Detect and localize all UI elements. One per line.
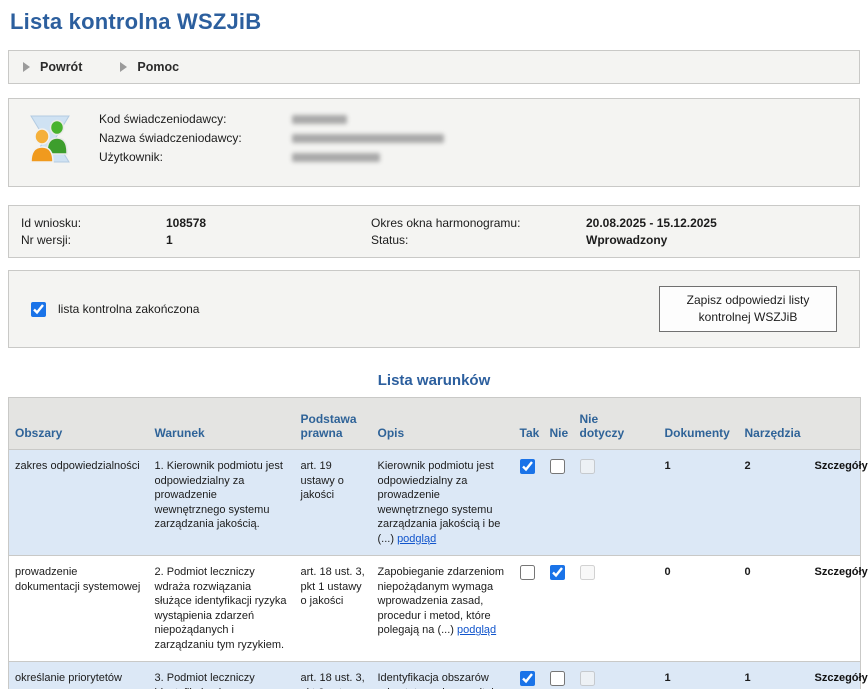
tak-checkbox[interactable]: [519, 671, 535, 687]
version-value: 1: [166, 233, 173, 247]
preview-link[interactable]: podgląd: [457, 624, 497, 637]
details-link[interactable]: Szczegóły: [814, 672, 868, 685]
preview-link[interactable]: podgląd: [397, 532, 437, 545]
details-link[interactable]: Szczegóły: [814, 566, 868, 579]
column-header-obszary: Obszary: [8, 397, 149, 450]
tak-checkbox[interactable]: [519, 459, 535, 474]
column-header-podstawa-prawna: Podstawa prawna: [294, 397, 372, 450]
cell-opis: Kierownik podmiotu jest odpowiedzialny z…: [371, 448, 514, 556]
cell-obszary: prowadzenie dokumentacji systemowej: [8, 555, 149, 662]
cell-narzedzia-count: 2: [738, 448, 809, 556]
column-header-nie: Nie: [543, 397, 574, 450]
column-header-tak: Tak: [513, 397, 544, 450]
cell-warunek: 1. Kierownik podmiotu jest odpowiedzialn…: [148, 448, 295, 556]
checklist-complete-label: lista kontrolna zakończona: [58, 302, 200, 316]
nie-dotyczy-checkbox: [579, 565, 595, 581]
arrow-right-icon: [120, 62, 128, 72]
column-header-details: [808, 397, 861, 450]
cell-opis: Identyfikacja obszarów priorytetowych w …: [371, 661, 514, 689]
cell-podstawa-prawna: art. 18 ust. 3, pkt 1 ustawy o jakości: [294, 555, 372, 662]
request-id-value: 108578: [166, 216, 207, 230]
nie-checkbox[interactable]: [549, 459, 565, 474]
column-header-nie-dotyczy: Nie dotyczy: [573, 397, 659, 450]
cell-dokumenty-count: 1: [658, 661, 739, 689]
status-value: Wprowadzony: [586, 233, 668, 247]
request-id-label: Id wniosku:: [21, 216, 82, 230]
conditions-heading: Lista warunków: [377, 372, 491, 389]
back-button[interactable]: Powrót: [23, 60, 82, 74]
details-link[interactable]: Szczegóły: [814, 460, 868, 472]
provider-name-label: Nazwa świadczeniodawcy:: [99, 131, 242, 145]
redacted-provider-code: [292, 115, 347, 124]
help-button[interactable]: Pomoc: [120, 60, 179, 74]
cell-podstawa-prawna: art. 19 ustawy o jakości: [294, 448, 372, 556]
column-header-dokumenty: Dokumenty: [658, 397, 739, 450]
help-button-label: Pomoc: [137, 60, 180, 74]
cell-warunek: 2. Podmiot leczniczy wdraża rozwiązania …: [148, 555, 295, 662]
nie-checkbox[interactable]: [549, 565, 565, 581]
user-label: Użytkownik:: [99, 150, 164, 164]
table-row: prowadzenie dokumentacji systemowej 2. P…: [8, 555, 868, 662]
nie-checkbox[interactable]: [549, 671, 565, 687]
conditions-table: Obszary Warunek Podstawa prawna Opis Tak…: [8, 397, 868, 689]
cell-obszary: zakres odpowiedzialności: [8, 448, 149, 556]
table-row: zakres odpowiedzialności 1. Kierownik po…: [8, 448, 868, 556]
cell-dokumenty-count: 0: [658, 555, 739, 662]
redacted-user-name: [292, 153, 380, 162]
nie-dotyczy-checkbox: [579, 671, 595, 687]
redacted-provider-name: [292, 134, 444, 143]
version-label: Nr wersji:: [21, 233, 71, 247]
back-button-label: Powrót: [40, 60, 83, 74]
provider-code-label: Kod świadczeniodawcy:: [99, 112, 227, 126]
status-label: Status:: [371, 233, 409, 247]
schedule-period-label: Okres okna harmonogramu:: [371, 216, 521, 230]
cell-podstawa-prawna: art. 18 ust. 3, pkt 2 ustawy o jakości: [294, 661, 372, 689]
checklist-complete-checkbox[interactable]: [31, 301, 46, 317]
table-header-row: Obszary Warunek Podstawa prawna Opis Tak…: [8, 397, 861, 450]
column-header-warunek: Warunek: [148, 397, 295, 450]
page-title: Lista kontrolna WSZJiB: [10, 9, 262, 34]
nie-dotyczy-checkbox: [579, 459, 595, 474]
arrow-right-icon: [23, 62, 30, 72]
cell-opis: Zapobieganie zdarzeniom niepożądanym wym…: [371, 555, 514, 662]
cell-narzedzia-count: 0: [738, 555, 809, 662]
toolbar: Powrót Pomoc: [8, 50, 860, 84]
cell-narzedzia-count: 1: [738, 661, 809, 689]
cell-warunek: 3. Podmiot leczniczy identyfikuje obszar…: [148, 661, 295, 689]
save-answers-button[interactable]: Zapisz odpowiedzi listy kontrolnej WSZJi…: [659, 286, 837, 332]
cell-obszary: określanie priorytetów: [8, 661, 149, 689]
users-icon: [23, 112, 77, 166]
schedule-period-value: 20.08.2025 - 15.12.2025: [586, 216, 717, 230]
table-row: określanie priorytetów 3. Podmiot leczni…: [8, 661, 868, 689]
column-header-opis: Opis: [371, 397, 514, 450]
provider-info-panel: Kod świadczeniodawcy: Nazwa świadczeniod…: [8, 98, 860, 187]
tak-checkbox[interactable]: [519, 565, 535, 581]
cell-dokumenty-count: 1: [658, 448, 739, 556]
request-info-panel: Id wniosku: 108578 Okres okna harmonogra…: [8, 205, 860, 258]
actions-panel: lista kontrolna zakończona Zapisz odpowi…: [8, 270, 860, 348]
column-header-narzedzia: Narzędzia: [738, 397, 809, 450]
